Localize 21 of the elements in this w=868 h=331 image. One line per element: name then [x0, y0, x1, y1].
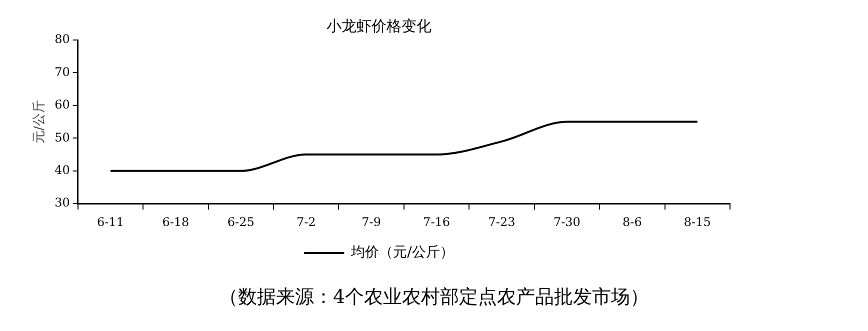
x-tick-label: 7-23	[488, 214, 516, 229]
y-tick-label: 40	[54, 163, 70, 178]
legend-label: 均价（元/公斤）	[350, 244, 454, 261]
x-tick-label: 7-2	[296, 214, 316, 229]
text: （数据来源：4个农业农村部定点农产品批发市场）	[218, 285, 650, 310]
y-tick-label: 80	[54, 32, 70, 46]
x-tick-label: 7-9	[362, 214, 381, 229]
y-tick-label: 50	[54, 130, 70, 144]
y-axis-title: 元/公斤	[32, 100, 48, 144]
x-tick-label: 6-25	[227, 214, 254, 229]
y-tick-label: 70	[54, 64, 70, 79]
chart-title: 小龙虾价格变化	[326, 16, 432, 35]
line-series	[109, 120, 698, 172]
x-tick-label: 8-6	[622, 214, 642, 229]
x-tick-label: 7-30	[553, 214, 580, 229]
x-tick-label: 7-16	[423, 214, 450, 229]
y-tick-label: 60	[54, 98, 70, 112]
x-tick-label: 6-18	[162, 214, 190, 229]
y-tick-label: 30	[54, 196, 70, 210]
x-tick-label: 8-15	[684, 214, 711, 229]
x-tick-label: 6-11	[96, 214, 124, 229]
